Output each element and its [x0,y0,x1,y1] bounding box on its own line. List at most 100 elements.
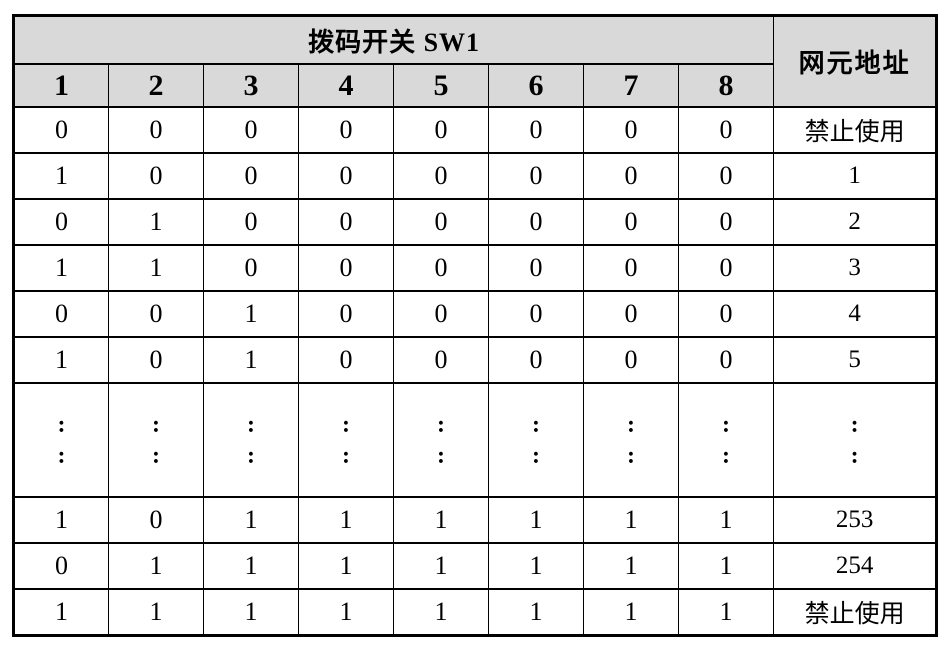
vertical-ellipsis: : [342,411,350,438]
switch-cell: 0 [488,244,584,292]
switch-cell: :: [488,382,584,498]
address-cell: 3 [773,244,938,292]
switch-cell: 0 [203,198,299,246]
switch-cell: 0 [677,106,775,154]
switch-cell: :: [108,382,204,498]
vertical-ellipsis: : [342,442,350,469]
switch-cell: 0 [203,152,299,200]
vertical-ellipsis: : [437,411,445,438]
switch-cell: 1 [298,542,394,590]
vertical-ellipsis: : [850,442,859,469]
vertical-ellipsis: : [850,411,859,438]
address-cell: 4 [773,290,938,338]
switch-cell: 0 [488,336,584,384]
table-title-row: 拨码开关 SW1 网元地址 [12,14,938,108]
table-row: 0 0 0 0 0 0 0 0 禁止使用 [13,106,938,154]
table-body: 0 0 0 0 0 0 0 0 禁止使用 1 0 0 0 0 0 0 0 1 0 1 0 0 0 0 0 0 2 1 1 0 0 0 0 0 0 3 0… [13,106,938,637]
switch-cell: 0 [393,336,489,384]
address-cell: 254 [773,542,938,590]
switch-cell: :: [677,382,775,498]
switch-cell: 1 [13,496,109,544]
switch-column-header-6: 6 [488,63,584,108]
switch-cell: 1 [203,588,299,637]
switch-cell: 0 [108,336,204,384]
switch-column-header-8: 8 [677,63,775,108]
switch-cell: 0 [298,336,394,384]
vertical-ellipsis: : [247,442,255,469]
switch-cell: 0 [677,290,775,338]
switch-cell: :: [298,382,394,498]
vertical-ellipsis: : [722,442,731,469]
switch-cell: 1 [108,588,204,637]
switch-cell: 0 [13,198,109,246]
switch-cell: 1 [108,244,204,292]
switch-column-header-3: 3 [203,63,299,108]
table-row: 0 1 1 1 1 1 1 1 254 [13,542,938,590]
switch-cell: 0 [677,244,775,292]
vertical-ellipsis: : [152,411,160,438]
vertical-ellipsis: : [722,411,731,438]
address-cell: 禁止使用 [773,588,938,637]
switch-cell: 0 [583,336,679,384]
switch-cell: 1 [393,496,489,544]
vertical-ellipsis: : [532,442,540,469]
switch-cell: 1 [13,244,109,292]
dip-switch-group-header: 拨码开关 SW1 [12,14,775,65]
switch-cell: 0 [298,244,394,292]
switch-cell: 0 [298,106,394,154]
switch-cell: 0 [488,290,584,338]
switch-cell: 1 [298,588,394,637]
vertical-ellipsis: : [57,411,66,438]
switch-cell: 0 [108,496,204,544]
switch-cell: 1 [488,496,584,544]
switch-column-header-1: 1 [13,63,109,108]
switch-cell: 0 [583,244,679,292]
switch-cell: 0 [393,152,489,200]
switch-cell: 1 [203,542,299,590]
switch-column-header-7: 7 [583,63,679,108]
switch-cell: 0 [393,106,489,154]
switch-cell: :: [393,382,489,498]
vertical-ellipsis: : [627,442,635,469]
switch-cell: 0 [13,290,109,338]
switch-cell: :: [13,382,109,498]
switch-cell: :: [203,382,299,498]
switch-cell: 0 [583,290,679,338]
address-cell: :: [773,382,938,498]
switch-cell: 1 [393,542,489,590]
switch-cell: 1 [203,496,299,544]
switch-cell: 0 [393,290,489,338]
switch-cell: 1 [298,496,394,544]
network-element-address-header: 网元地址 [773,14,938,108]
switch-cell: 1 [108,542,204,590]
switch-column-header-5: 5 [393,63,489,108]
address-cell: 禁止使用 [773,106,938,154]
vertical-ellipsis: : [532,411,540,438]
switch-cell: 1 [393,588,489,637]
switch-cell: 1 [13,588,109,637]
switch-cell: 0 [108,152,204,200]
switch-cell: 0 [393,244,489,292]
switch-cell: 0 [298,152,394,200]
switch-cell: 1 [583,588,679,637]
vertical-ellipsis: : [152,442,160,469]
switch-cell: 0 [583,106,679,154]
switch-cell: 0 [13,106,109,154]
address-cell: 5 [773,336,938,384]
switch-cell: 1 [488,542,584,590]
switch-cell: 1 [677,542,775,590]
switch-column-header-4: 4 [298,63,394,108]
ellipsis-row: :::::::::::::::::: [13,382,938,498]
switch-cell: 1 [677,496,775,544]
switch-cell: 0 [203,244,299,292]
switch-cell: 1 [13,152,109,200]
switch-cell: :: [583,382,679,498]
switch-cell: 0 [298,198,394,246]
switch-cell: 0 [488,152,584,200]
switch-cell: 1 [203,290,299,338]
